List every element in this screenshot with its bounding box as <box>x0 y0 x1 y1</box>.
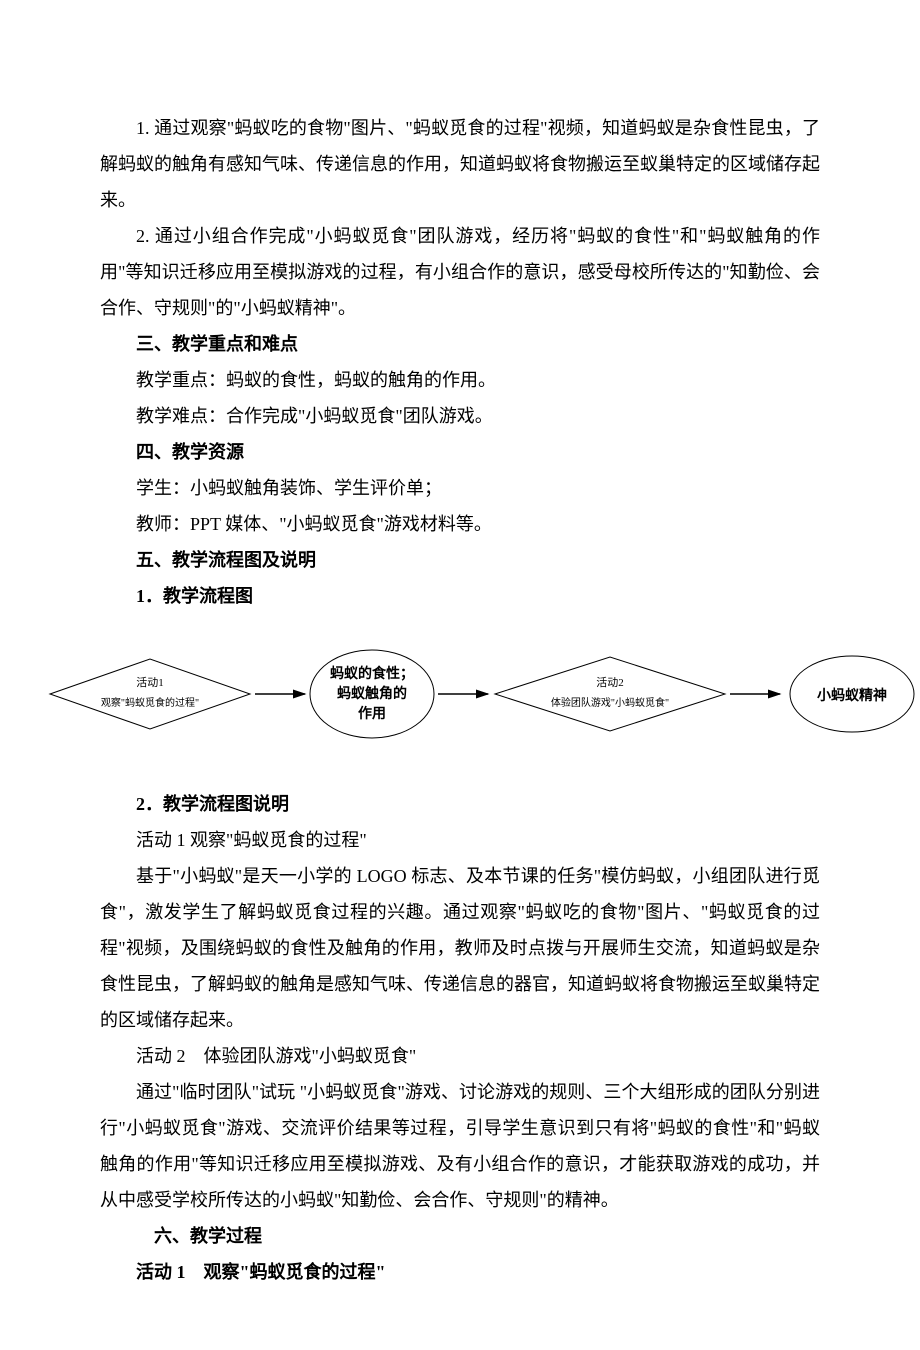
flowchart: 活动1 观察"蚂蚁觅食的过程" 蚂蚁的食性； 蚂蚁触角的 作用 活动2 体验团队… <box>40 624 920 776</box>
paragraph-6: 教师：PPT 媒体、"小蚂蚁觅食"游戏材料等。 <box>100 506 820 542</box>
flow-node-1 <box>50 659 250 729</box>
heading-5-2: 2．教学流程图说明 <box>100 786 820 822</box>
flow-node-3 <box>495 657 725 731</box>
flow-node-3-line2: 体验团队游戏"小蚂蚁觅食" <box>551 696 669 709</box>
flow-node-1-line2: 观察"蚂蚁觅食的过程" <box>101 696 199 709</box>
paragraph-4: 教学难点：合作完成"小蚂蚁觅食"团队游戏。 <box>100 398 820 434</box>
paragraph-1: 1. 通过观察"蚂蚁吃的食物"图片、"蚂蚁觅食的过程"视频，知道蚂蚁是杂食性昆虫… <box>100 110 820 218</box>
heading-5: 五、教学流程图及说明 <box>100 542 820 578</box>
flow-node-2-line1: 蚂蚁的食性； <box>330 665 414 682</box>
heading-5-1: 1．教学流程图 <box>100 578 820 614</box>
paragraph-7: 活动 1 观察"蚂蚁觅食的过程" <box>100 822 820 858</box>
flowchart-svg: 活动1 观察"蚂蚁觅食的过程" 蚂蚁的食性； 蚂蚁触角的 作用 活动2 体验团队… <box>40 624 920 764</box>
heading-4: 四、教学资源 <box>100 434 820 470</box>
paragraph-5: 学生：小蚂蚁触角装饰、学生评价单； <box>100 470 820 506</box>
heading-6-1: 活动 1 观察"蚂蚁觅食的过程" <box>100 1254 820 1290</box>
paragraph-9: 活动 2 体验团队游戏"小蚂蚁觅食" <box>100 1038 820 1074</box>
paragraph-10: 通过"临时团队"试玩 "小蚂蚁觅食"游戏、讨论游戏的规则、三个大组形成的团队分别… <box>100 1074 820 1218</box>
heading-6: 六、教学过程 <box>100 1218 820 1254</box>
flow-node-2-line3: 作用 <box>358 705 386 722</box>
paragraph-2: 2. 通过小组合作完成"小蚂蚁觅食"团队游戏，经历将"蚂蚁的食性"和"蚂蚁触角的… <box>100 218 820 326</box>
heading-3: 三、教学重点和难点 <box>100 326 820 362</box>
flow-node-2-line2: 蚂蚁触角的 <box>337 685 407 702</box>
paragraph-3: 教学重点：蚂蚁的食性，蚂蚁的触角的作用。 <box>100 362 820 398</box>
flow-node-1-line1: 活动1 <box>136 676 164 689</box>
flow-node-4-text: 小蚂蚁精神 <box>817 687 887 704</box>
paragraph-8: 基于"小蚂蚁"是天一小学的 LOGO 标志、及本节课的任务"模仿蚂蚁，小组团队进… <box>100 858 820 1038</box>
document-page: 1. 通过观察"蚂蚁吃的食物"图片、"蚂蚁觅食的过程"视频，知道蚂蚁是杂食性昆虫… <box>0 0 920 1350</box>
flow-node-3-line1: 活动2 <box>596 676 624 689</box>
